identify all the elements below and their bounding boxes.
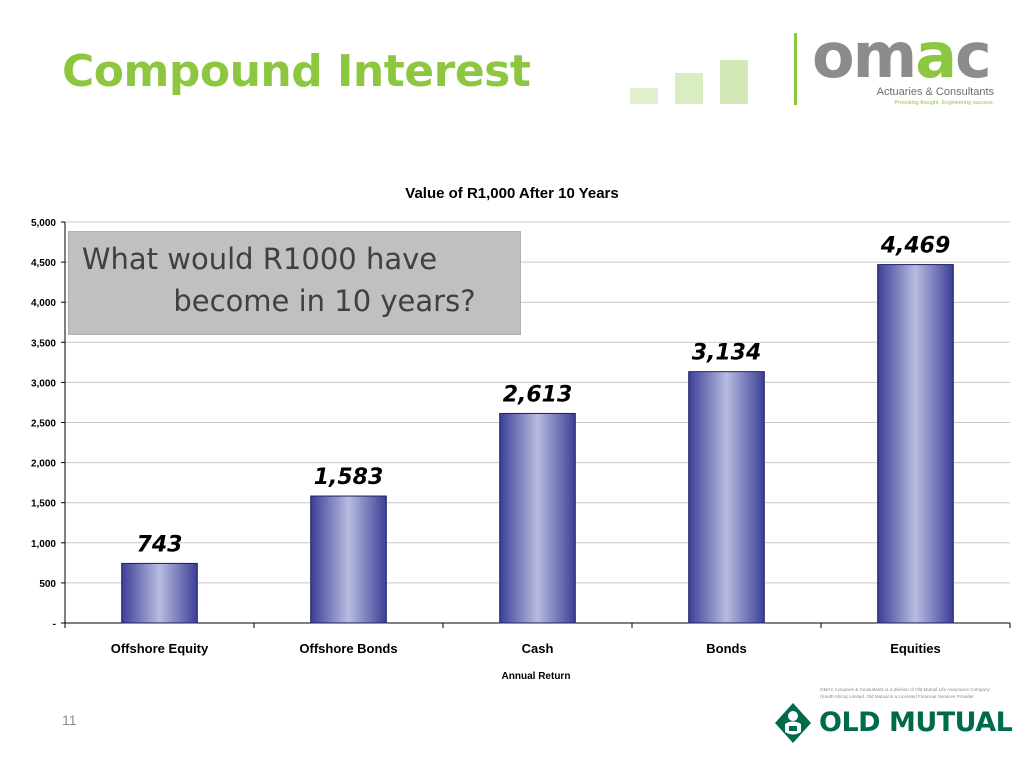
data-label: 743 <box>137 532 183 557</box>
x-tick-label: Offshore Equity <box>111 641 209 656</box>
y-tick-label: 1,500 <box>31 499 56 510</box>
y-tick-label: 2,000 <box>31 459 56 470</box>
data-label: 3,134 <box>692 341 762 366</box>
bar-cash <box>499 412 576 624</box>
omac-tagline: Actuaries & Consultants <box>876 86 994 98</box>
omac-wordmark: omac <box>812 19 992 92</box>
logo-divider <box>794 33 797 105</box>
x-tick-label: Bonds <box>706 641 746 656</box>
slide-number: 11 <box>62 712 77 728</box>
old-mutual-emblem-icon <box>775 703 811 743</box>
bar-offshore-equity <box>121 562 198 624</box>
old-mutual-logo: OLD MUTUAL <box>773 702 1013 744</box>
x-axis-label: Annual Return <box>502 671 571 682</box>
old-mutual-wordmark: OLD MUTUAL <box>819 707 1013 738</box>
omac-logo: omac Actuaries & Consultants Provoking t… <box>812 19 1002 112</box>
chart-title: Value of R1,000 After 10 Years <box>405 185 618 202</box>
y-tick-label: 4,000 <box>31 298 56 309</box>
disclaimer-text: OMAC Actuaries & Consultants is a divisi… <box>820 687 990 699</box>
y-tick-label: 1,000 <box>31 539 56 550</box>
callout-line-2: become in 10 years? <box>173 284 476 318</box>
bar-bonds <box>688 371 765 624</box>
data-label: 4,469 <box>880 234 951 259</box>
bar-equities <box>877 264 954 624</box>
y-tick-label: 2,500 <box>31 419 56 430</box>
slide-title: Compound Interest <box>62 46 531 97</box>
decorative-squares-icon <box>630 60 748 104</box>
data-label: 2,613 <box>503 382 573 407</box>
y-tick-label: 4,500 <box>31 258 56 269</box>
y-tick-label: 3,500 <box>31 338 56 349</box>
bar-offshore-bonds <box>310 495 387 624</box>
question-callout: What would R1000 have become in 10 years… <box>68 231 521 335</box>
y-tick-label: 3,000 <box>31 378 56 389</box>
omac-slogan: Provoking thought. Engineering success. <box>894 100 994 106</box>
x-tick-label: Cash <box>522 641 554 656</box>
callout-line-1: What would R1000 have <box>81 242 438 276</box>
y-tick-label: 5,000 <box>31 218 56 229</box>
x-tick-label: Equities <box>890 641 941 656</box>
y-tick-label: 500 <box>39 579 56 590</box>
y-tick-label: - <box>53 619 56 630</box>
data-label: 1,583 <box>314 465 384 490</box>
x-tick-label: Offshore Bonds <box>299 641 397 656</box>
